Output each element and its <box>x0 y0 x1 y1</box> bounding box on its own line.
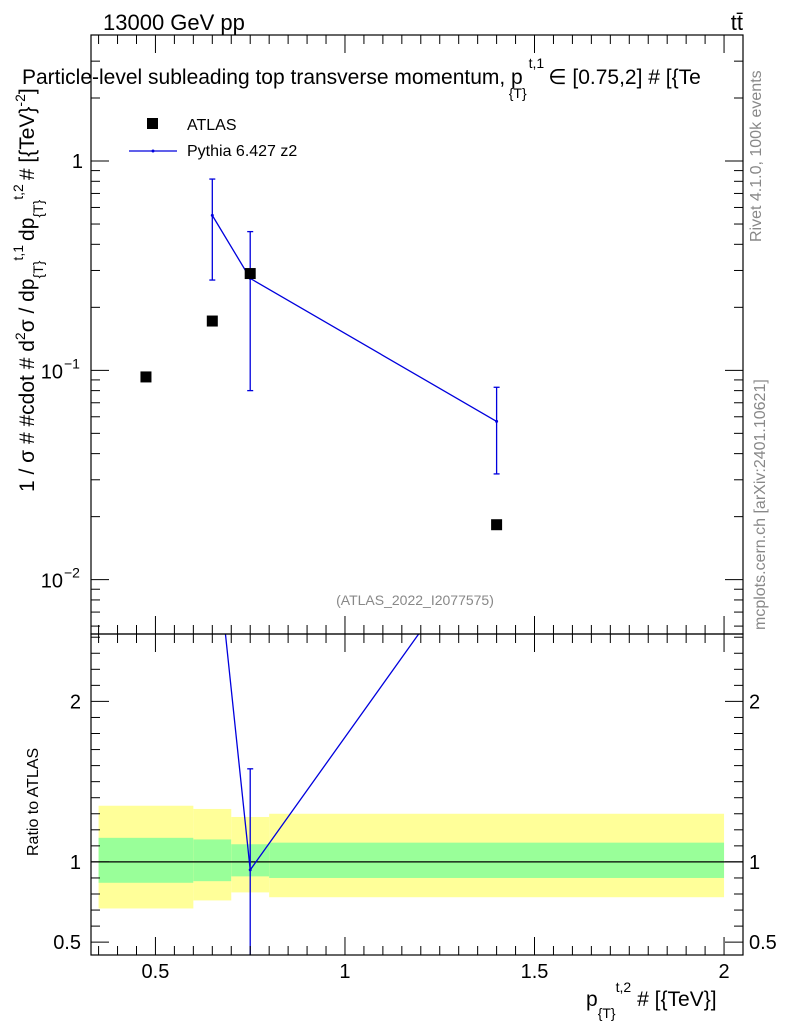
ratio-ylabel: Ratio to ATLAS <box>25 748 42 856</box>
ylabel-sup-2: t,2 <box>10 184 26 200</box>
ylabel-two: 2 <box>12 332 28 340</box>
xlabel: p{T}t,2 # [{TeV}] <box>586 979 717 1021</box>
chart-title-sup: t,1 <box>529 55 545 71</box>
analysis-label: (ATLAS_2022_I2077575) <box>336 592 494 608</box>
ratio-ytick-label-right: 2 <box>749 691 760 713</box>
ylabel-sup-1: t,1 <box>10 245 26 261</box>
main-ytick-label: 1 <box>72 151 83 173</box>
legend-pythia-label: Pythia 6.427 z2 <box>187 143 297 160</box>
rivet-label: Rivet 4.1.0, 100k events <box>748 70 765 242</box>
ratio-band-inner <box>98 837 194 883</box>
ratio-frame <box>90 633 744 956</box>
ylabel-minus2: -2 <box>12 94 28 107</box>
ratio-band-inner <box>193 839 232 882</box>
chart-title-sub: {T} <box>509 85 527 101</box>
ylabel-part-d: # [{TeV} <box>16 107 39 181</box>
ratio-ytick-label: 1 <box>70 852 81 874</box>
mc-point <box>210 213 214 217</box>
main-ylabel: 1 / σ # #cdot # d2σ / dp{T}t,1dp{T}t,2# … <box>10 88 46 492</box>
ratio-mc-point <box>248 868 252 872</box>
legend-atlas-marker <box>147 118 158 129</box>
atlas-data-point <box>206 315 218 327</box>
ylabel-part-c: dp <box>16 218 39 241</box>
axes: 110 −110 −20.5 1 1.5 20.5 0.51 12 2 <box>41 34 777 983</box>
main-ytick-label: 10 <box>41 361 63 383</box>
ylabel-part-e: ] <box>16 88 39 94</box>
ratio-ytick-label: 0.5 <box>53 932 81 954</box>
xtick-label: 2 <box>718 961 729 983</box>
main-ytick-label: 10 <box>41 571 63 593</box>
xlabel-base: p <box>586 988 598 1011</box>
ylabel-part-a: 1 / σ # #cdot # d <box>16 340 39 492</box>
ratio-ytick-label-right: 1 <box>749 852 760 874</box>
chart-title-suffix: ∈ [0.75,2] # [{Te <box>548 66 701 89</box>
atlas-data-point <box>491 519 503 531</box>
xtick-label: 1 <box>339 961 350 983</box>
ratio-series <box>224 634 420 955</box>
ratio-ytick-label-right: 0.5 <box>749 932 777 954</box>
xlabel-sub: {T} <box>598 1005 616 1021</box>
main-ytick-exponent: −1 <box>64 355 80 371</box>
main-series <box>140 178 503 531</box>
legend-pythia-dot <box>151 149 155 153</box>
atlas-data-point <box>140 371 152 383</box>
ratio-ytick-label: 2 <box>70 691 81 713</box>
process-label: tt̄ <box>731 10 743 35</box>
mc-point <box>495 419 499 423</box>
xlabel-sup: t,2 <box>616 979 632 995</box>
xtick-label: 0.5 <box>142 961 170 983</box>
legend-atlas-label: ATLAS <box>187 117 237 134</box>
chart-title-prefix: Particle-level subleading top transverse… <box>22 66 523 89</box>
atlas-data-point <box>244 268 256 280</box>
legend: ATLAS Pythia 6.427 z2 <box>129 117 297 160</box>
ylabel-sub-1: {T} <box>30 260 46 278</box>
chart-title: Particle-level subleading top transverse… <box>22 55 701 101</box>
energy-label: 13000 GeV pp <box>103 10 245 35</box>
ratio-band-inner <box>269 842 725 878</box>
ratio-bands <box>98 805 725 909</box>
mcplots-label: mcplots.cern.ch [arXiv:2401.10621] <box>752 379 769 630</box>
xlabel-rest: # [{TeV}] <box>637 988 716 1011</box>
xtick-label: 1.5 <box>521 961 549 983</box>
mc-line <box>211 215 497 422</box>
main-ytick-exponent: −2 <box>64 565 80 581</box>
ylabel-sub-2: {T} <box>30 199 46 217</box>
ylabel-part-b: σ / dp <box>16 278 39 332</box>
